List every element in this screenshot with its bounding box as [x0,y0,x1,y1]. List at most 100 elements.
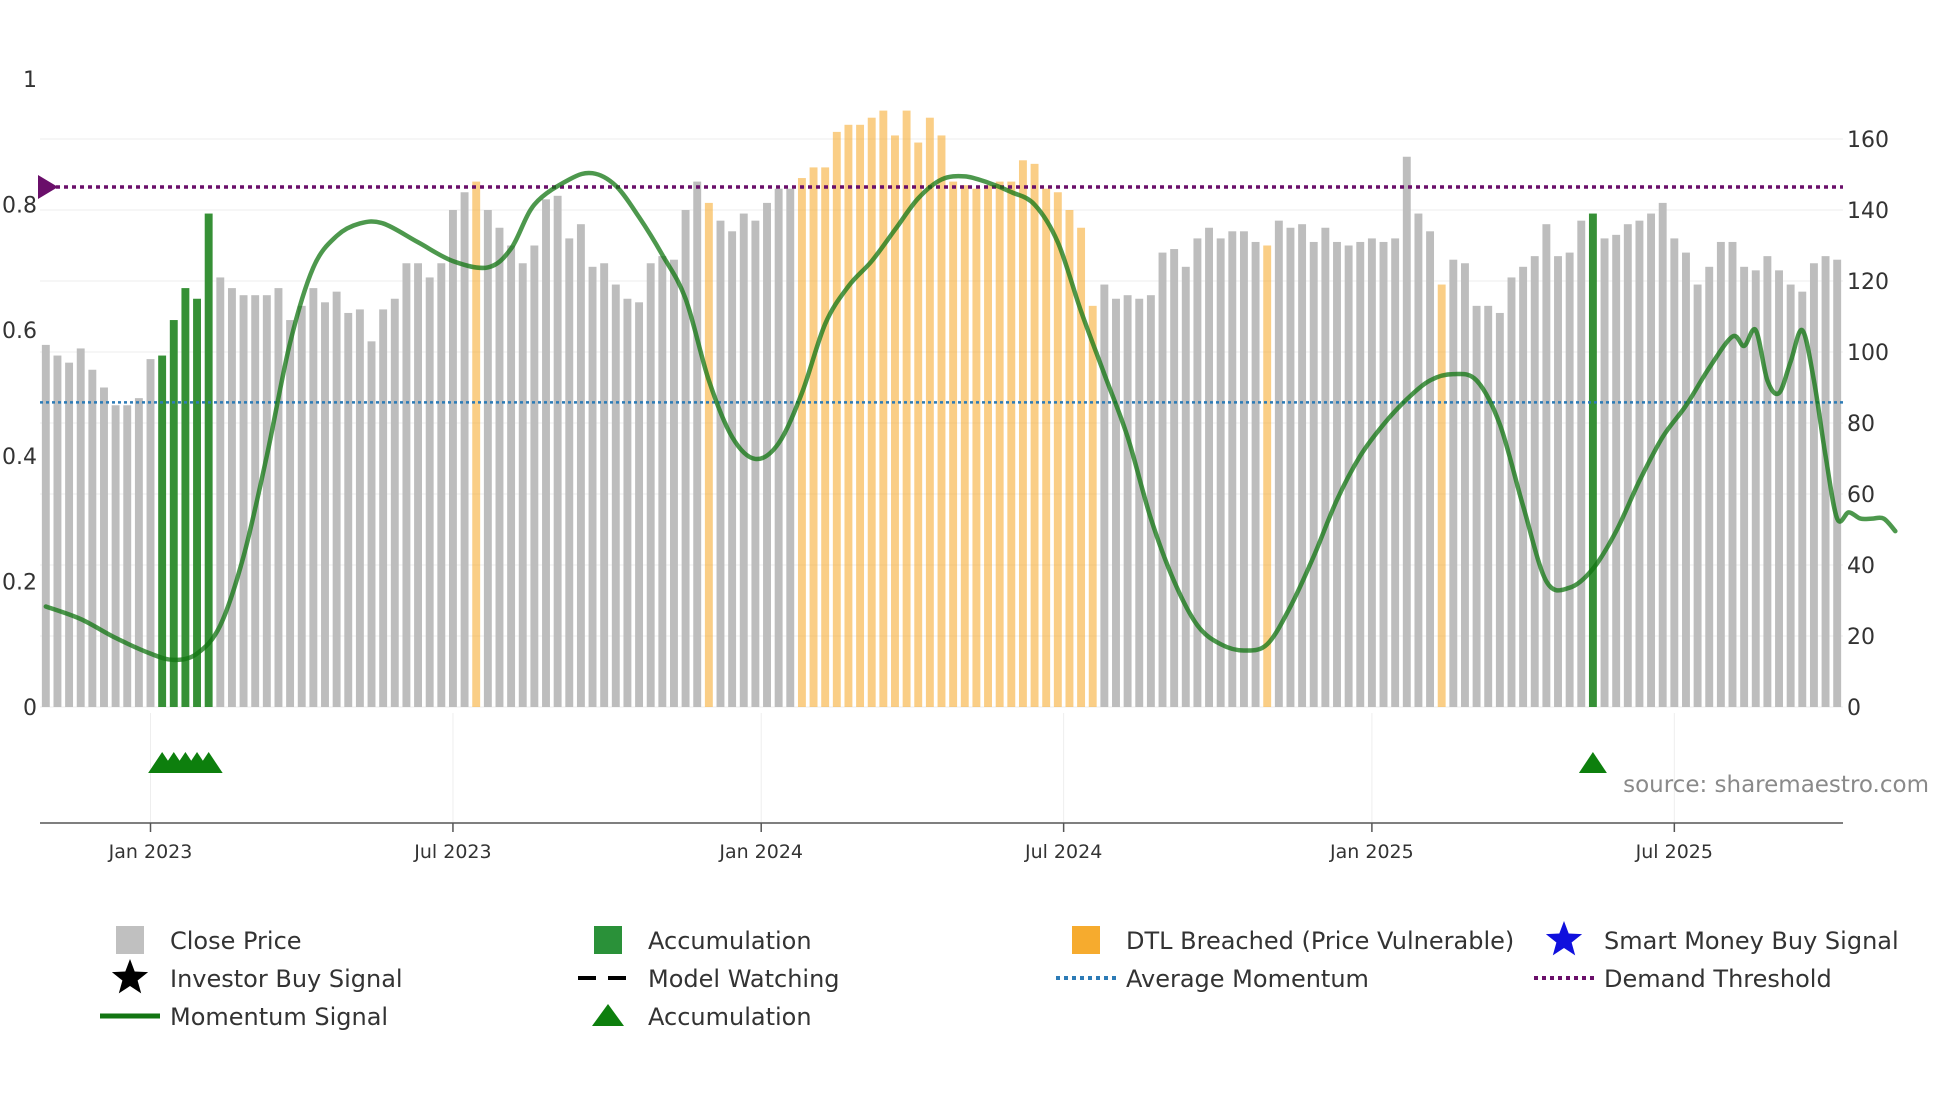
close-price-bar [1658,202,1667,707]
close-price-bar [1612,234,1621,707]
close-price-bar [1170,249,1179,708]
close-price-bar [786,188,795,707]
close-price-bar [1786,284,1795,707]
accumulation-bar [193,298,201,707]
close-price-bar [239,295,248,707]
legend: Close Price Accumulation DTL Breached (Pri… [100,921,1899,1031]
dtl-breached-bar [937,135,946,707]
close-price-bar [309,288,318,707]
dtl-breached-bar [821,167,830,707]
close-price-bar [1507,277,1516,707]
close-price-bar [379,309,388,707]
legend-item: Accumulation [592,1003,812,1031]
dtl-breached-bar [925,117,934,707]
close-price-bar [274,288,283,707]
close-price-bar [1495,312,1504,707]
dtl-breached-bar [472,181,481,708]
close-price-bar [507,245,516,707]
left-axis-tick-label: 0.4 [2,445,37,470]
close-price-bar [367,341,376,707]
close-price-bar [483,210,492,707]
close-price-bar [681,210,690,707]
close-price-bar [1286,227,1295,707]
right-axis-tick-label: 140 [1847,199,1889,224]
close-price-bar [1414,213,1423,708]
close-price-bar [1367,238,1376,707]
legend-item: Model Watching [578,965,840,993]
close-price-bar [321,302,329,707]
dtl-breached-bar [1263,245,1272,707]
dtl-breached-bar [1088,305,1097,707]
legend-label: Accumulation [648,1003,812,1031]
close-price-bar [1554,256,1562,707]
left-axis-tick-label: 0.8 [2,194,37,219]
right-axis-tick-label: 120 [1847,270,1889,295]
dtl-breached-bar [995,181,1004,708]
close-price-bar [751,220,760,707]
legend-label: Accumulation [648,927,812,955]
right-axis-ticks: 0 20 40 60 80 100 120 140 160 [1847,128,1889,721]
close-price-bar [1623,224,1632,707]
close-price-bar [1798,291,1807,707]
left-axis-tick-label: 0 [23,696,37,721]
x-axis-tick-label: Jul 2024 [1024,841,1102,863]
dtl-breached-bar [914,142,923,708]
legend-label: Momentum Signal [170,1003,388,1031]
close-price-bar [1821,256,1830,707]
legend-swatch [116,926,144,954]
left-axis-ticks: 0 0.2 0.4 0.6 0.8 1 [2,68,37,721]
close-price-bar [1100,284,1109,707]
accumulation-bar [158,355,167,707]
legend-item: Smart Money Buy Signal [1545,921,1899,956]
dtl-breached-bar [704,202,713,707]
dtl-breached-bar [984,185,992,707]
accumulation-bar [169,320,178,707]
legend-item: Average Momentum [1056,965,1369,993]
close-price-bar [530,245,539,707]
close-price-bar [111,405,120,707]
dtl-breached-bar [1007,181,1016,708]
close-price-bar [1205,227,1213,707]
legend-label: Demand Threshold [1604,965,1832,993]
close-price-bar [1740,266,1749,707]
close-price-bar [565,238,574,707]
close-price-bar [518,263,527,707]
close-price-bar [588,266,597,707]
close-price-bar [286,320,295,707]
close-price-bar [1181,266,1190,707]
close-price-bar [1321,227,1330,707]
close-price-bar [1484,305,1493,707]
close-price-bar [460,192,469,707]
close-price-bar [41,344,50,707]
close-price-bar [1251,241,1260,707]
demand-threshold-line [38,175,1843,200]
close-price-bar [1356,241,1365,707]
close-price-bar [739,213,748,708]
dtl-breached-bar [972,188,981,707]
close-price-bar [495,227,504,707]
close-price-bar [1775,270,1783,707]
close-price-bar [344,312,353,707]
dtl-breached-bar [797,178,806,708]
left-axis-tick-label: 0.2 [2,570,37,595]
right-axis-tick-label: 160 [1847,128,1889,153]
momentum-signal-curve [43,170,1898,663]
close-price-bar [425,277,434,707]
legend-label: Smart Money Buy Signal [1604,927,1899,955]
close-price-bar [1600,238,1609,707]
close-price-bar [1274,220,1283,707]
dtl-breached-bar [879,110,888,708]
close-price-bar [1577,220,1586,707]
accumulation-bar [1588,213,1597,708]
dtl-breached-bar [891,135,899,707]
close-price-bar [1705,266,1714,707]
left-axis-tick-label: 0.6 [2,319,37,344]
accumulation-triangle-marker [1578,752,1607,773]
close-price-bar [100,387,108,707]
momentum-signal-line [43,170,1898,663]
signal-panel [148,752,1607,773]
close-price-bar [355,309,364,707]
close-price-bar [1391,238,1400,707]
close-price-bar [1216,238,1225,707]
close-price-bar [76,348,85,707]
